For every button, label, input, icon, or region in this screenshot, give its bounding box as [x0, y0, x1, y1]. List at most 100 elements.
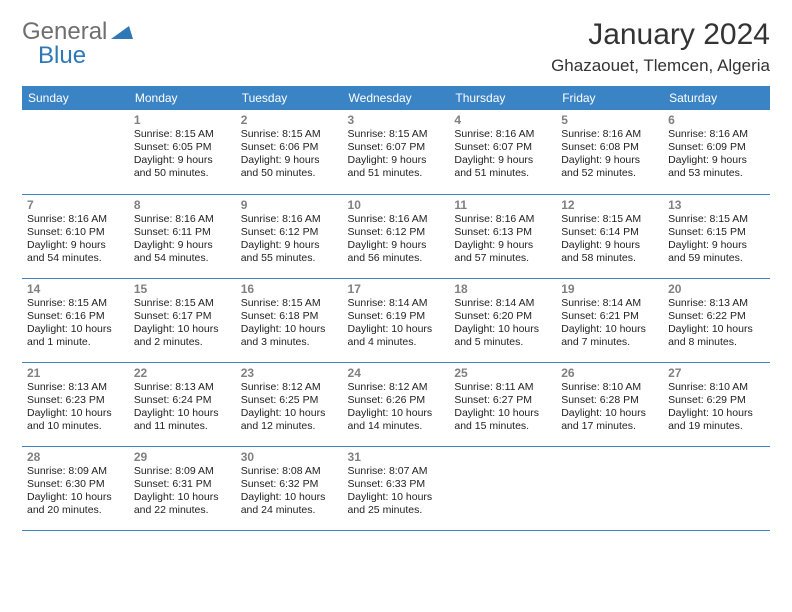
day-events: Sunrise: 8:15 AMSunset: 6:14 PMDaylight:… — [561, 213, 658, 266]
day-number: 28 — [27, 450, 124, 464]
weekday-row: SundayMondayTuesdayWednesdayThursdayFrid… — [22, 86, 770, 110]
day-number: 12 — [561, 198, 658, 212]
day-cell: 11Sunrise: 8:16 AMSunset: 6:13 PMDayligh… — [449, 194, 556, 278]
day-number: 2 — [241, 113, 338, 127]
day-events: Sunrise: 8:12 AMSunset: 6:25 PMDaylight:… — [241, 381, 338, 434]
calendar-table: SundayMondayTuesdayWednesdayThursdayFrid… — [22, 86, 770, 531]
day-cell: 28Sunrise: 8:09 AMSunset: 6:30 PMDayligh… — [22, 446, 129, 530]
day-number: 22 — [134, 366, 231, 380]
day-events: Sunrise: 8:16 AMSunset: 6:07 PMDaylight:… — [454, 128, 551, 181]
month-title: January 2024 — [551, 18, 770, 52]
day-events: Sunrise: 8:14 AMSunset: 6:21 PMDaylight:… — [561, 297, 658, 350]
day-number: 9 — [241, 198, 338, 212]
title-block: January 2024 Ghazaouet, Tlemcen, Algeria — [551, 18, 770, 76]
day-number: 6 — [668, 113, 765, 127]
day-events: Sunrise: 8:10 AMSunset: 6:29 PMDaylight:… — [668, 381, 765, 434]
day-cell: 9Sunrise: 8:16 AMSunset: 6:12 PMDaylight… — [236, 194, 343, 278]
day-number: 29 — [134, 450, 231, 464]
day-number: 20 — [668, 282, 765, 296]
day-cell: 6Sunrise: 8:16 AMSunset: 6:09 PMDaylight… — [663, 110, 770, 194]
day-cell: 31Sunrise: 8:07 AMSunset: 6:33 PMDayligh… — [343, 446, 450, 530]
calendar-row: 14Sunrise: 8:15 AMSunset: 6:16 PMDayligh… — [22, 278, 770, 362]
weekday-header: Wednesday — [343, 86, 450, 110]
day-cell: 15Sunrise: 8:15 AMSunset: 6:17 PMDayligh… — [129, 278, 236, 362]
empty-cell — [22, 110, 129, 194]
calendar-page: General January 2024 Ghazaouet, Tlemcen,… — [0, 0, 792, 549]
day-number: 15 — [134, 282, 231, 296]
day-cell: 21Sunrise: 8:13 AMSunset: 6:23 PMDayligh… — [22, 362, 129, 446]
day-events: Sunrise: 8:13 AMSunset: 6:22 PMDaylight:… — [668, 297, 765, 350]
day-number: 25 — [454, 366, 551, 380]
day-cell: 30Sunrise: 8:08 AMSunset: 6:32 PMDayligh… — [236, 446, 343, 530]
day-number: 7 — [27, 198, 124, 212]
day-number: 30 — [241, 450, 338, 464]
day-number: 19 — [561, 282, 658, 296]
day-cell: 2Sunrise: 8:15 AMSunset: 6:06 PMDaylight… — [236, 110, 343, 194]
calendar-row: 28Sunrise: 8:09 AMSunset: 6:30 PMDayligh… — [22, 446, 770, 530]
day-events: Sunrise: 8:16 AMSunset: 6:10 PMDaylight:… — [27, 213, 124, 266]
day-events: Sunrise: 8:16 AMSunset: 6:12 PMDaylight:… — [348, 213, 445, 266]
day-events: Sunrise: 8:15 AMSunset: 6:16 PMDaylight:… — [27, 297, 124, 350]
day-cell: 12Sunrise: 8:15 AMSunset: 6:14 PMDayligh… — [556, 194, 663, 278]
day-events: Sunrise: 8:10 AMSunset: 6:28 PMDaylight:… — [561, 381, 658, 434]
day-number: 27 — [668, 366, 765, 380]
day-cell: 24Sunrise: 8:12 AMSunset: 6:26 PMDayligh… — [343, 362, 450, 446]
day-cell: 17Sunrise: 8:14 AMSunset: 6:19 PMDayligh… — [343, 278, 450, 362]
day-events: Sunrise: 8:15 AMSunset: 6:18 PMDaylight:… — [241, 297, 338, 350]
day-events: Sunrise: 8:15 AMSunset: 6:07 PMDaylight:… — [348, 128, 445, 181]
empty-cell — [556, 446, 663, 530]
day-cell: 14Sunrise: 8:15 AMSunset: 6:16 PMDayligh… — [22, 278, 129, 362]
weekday-header: Saturday — [663, 86, 770, 110]
day-number: 26 — [561, 366, 658, 380]
day-events: Sunrise: 8:16 AMSunset: 6:08 PMDaylight:… — [561, 128, 658, 181]
day-number: 10 — [348, 198, 445, 212]
weekday-header: Monday — [129, 86, 236, 110]
day-events: Sunrise: 8:14 AMSunset: 6:19 PMDaylight:… — [348, 297, 445, 350]
day-cell: 3Sunrise: 8:15 AMSunset: 6:07 PMDaylight… — [343, 110, 450, 194]
calendar-row: 1Sunrise: 8:15 AMSunset: 6:05 PMDaylight… — [22, 110, 770, 194]
day-number: 4 — [454, 113, 551, 127]
day-number: 16 — [241, 282, 338, 296]
day-number: 3 — [348, 113, 445, 127]
calendar-row: 21Sunrise: 8:13 AMSunset: 6:23 PMDayligh… — [22, 362, 770, 446]
calendar-row: 7Sunrise: 8:16 AMSunset: 6:10 PMDaylight… — [22, 194, 770, 278]
weekday-header: Friday — [556, 86, 663, 110]
day-events: Sunrise: 8:13 AMSunset: 6:24 PMDaylight:… — [134, 381, 231, 434]
day-cell: 5Sunrise: 8:16 AMSunset: 6:08 PMDaylight… — [556, 110, 663, 194]
empty-cell — [663, 446, 770, 530]
location: Ghazaouet, Tlemcen, Algeria — [551, 56, 770, 76]
day-events: Sunrise: 8:09 AMSunset: 6:30 PMDaylight:… — [27, 465, 124, 518]
day-cell: 16Sunrise: 8:15 AMSunset: 6:18 PMDayligh… — [236, 278, 343, 362]
day-cell: 27Sunrise: 8:10 AMSunset: 6:29 PMDayligh… — [663, 362, 770, 446]
day-events: Sunrise: 8:15 AMSunset: 6:17 PMDaylight:… — [134, 297, 231, 350]
day-cell: 23Sunrise: 8:12 AMSunset: 6:25 PMDayligh… — [236, 362, 343, 446]
day-cell: 4Sunrise: 8:16 AMSunset: 6:07 PMDaylight… — [449, 110, 556, 194]
day-events: Sunrise: 8:15 AMSunset: 6:06 PMDaylight:… — [241, 128, 338, 181]
day-number: 1 — [134, 113, 231, 127]
day-number: 24 — [348, 366, 445, 380]
day-number: 8 — [134, 198, 231, 212]
day-cell: 7Sunrise: 8:16 AMSunset: 6:10 PMDaylight… — [22, 194, 129, 278]
day-events: Sunrise: 8:08 AMSunset: 6:32 PMDaylight:… — [241, 465, 338, 518]
day-number: 17 — [348, 282, 445, 296]
day-number: 14 — [27, 282, 124, 296]
day-events: Sunrise: 8:07 AMSunset: 6:33 PMDaylight:… — [348, 465, 445, 518]
day-events: Sunrise: 8:11 AMSunset: 6:27 PMDaylight:… — [454, 381, 551, 434]
calendar-body: 1Sunrise: 8:15 AMSunset: 6:05 PMDaylight… — [22, 110, 770, 530]
day-number: 31 — [348, 450, 445, 464]
day-cell: 20Sunrise: 8:13 AMSunset: 6:22 PMDayligh… — [663, 278, 770, 362]
day-cell: 19Sunrise: 8:14 AMSunset: 6:21 PMDayligh… — [556, 278, 663, 362]
day-number: 18 — [454, 282, 551, 296]
day-events: Sunrise: 8:15 AMSunset: 6:05 PMDaylight:… — [134, 128, 231, 181]
day-events: Sunrise: 8:14 AMSunset: 6:20 PMDaylight:… — [454, 297, 551, 350]
header: General January 2024 Ghazaouet, Tlemcen,… — [22, 18, 770, 76]
day-number: 23 — [241, 366, 338, 380]
day-events: Sunrise: 8:12 AMSunset: 6:26 PMDaylight:… — [348, 381, 445, 434]
day-events: Sunrise: 8:15 AMSunset: 6:15 PMDaylight:… — [668, 213, 765, 266]
day-cell: 22Sunrise: 8:13 AMSunset: 6:24 PMDayligh… — [129, 362, 236, 446]
day-cell: 26Sunrise: 8:10 AMSunset: 6:28 PMDayligh… — [556, 362, 663, 446]
empty-cell — [449, 446, 556, 530]
day-cell: 1Sunrise: 8:15 AMSunset: 6:05 PMDaylight… — [129, 110, 236, 194]
logo-line2: Blue — [38, 42, 86, 70]
day-events: Sunrise: 8:16 AMSunset: 6:13 PMDaylight:… — [454, 213, 551, 266]
